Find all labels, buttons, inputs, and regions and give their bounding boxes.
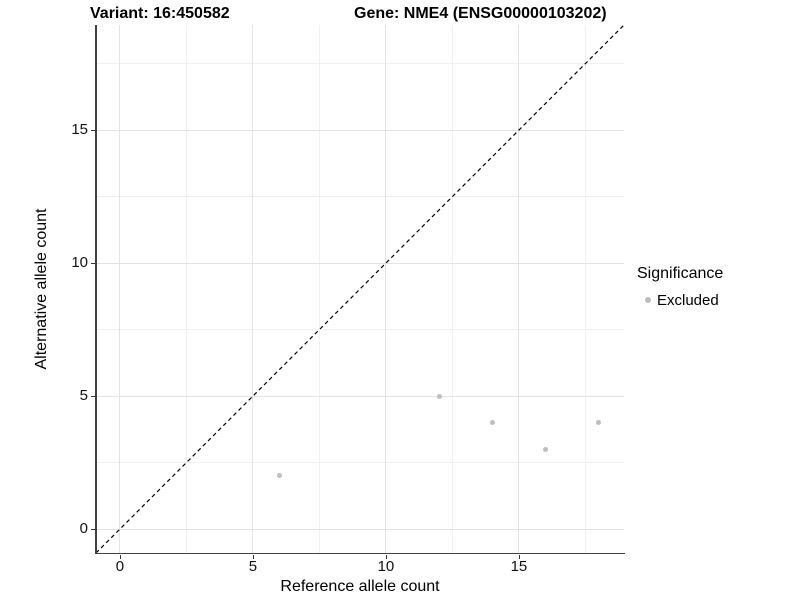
- x-axis-title: Reference allele count: [280, 578, 440, 595]
- y-tick-label: 0: [79, 520, 88, 538]
- minor-gridline-x: [318, 25, 320, 553]
- y-axis-title: Alternative allele count: [33, 208, 50, 370]
- variant-title: Variant: 16:450582: [90, 5, 230, 22]
- major-gridline-y: [96, 129, 624, 131]
- minor-gridline-y: [96, 196, 624, 198]
- x-tick-label: 10: [377, 558, 395, 575]
- identity-reference-line: [96, 25, 624, 553]
- minor-gridline-x: [185, 25, 187, 553]
- y-tick-mark: [90, 263, 95, 265]
- data-point: [489, 420, 495, 426]
- x-tick-mark: [518, 554, 520, 559]
- y-tick-label: 10: [71, 254, 88, 272]
- major-gridline-y: [96, 262, 624, 264]
- major-gridline-y: [96, 395, 624, 397]
- x-axis-line: [94, 552, 625, 555]
- minor-gridline-x: [451, 25, 453, 553]
- minor-gridline-y: [96, 63, 624, 65]
- reference-line: [96, 25, 624, 553]
- y-tick-mark: [90, 130, 95, 132]
- minor-gridline-y: [96, 329, 624, 331]
- major-gridline-x: [252, 25, 254, 553]
- x-tick-label: 0: [115, 558, 125, 575]
- data-point: [596, 420, 602, 426]
- y-tick-mark: [90, 396, 95, 398]
- x-tick-label: 5: [248, 558, 258, 575]
- data-point: [277, 473, 283, 479]
- x-tick-label: 15: [510, 558, 528, 575]
- x-tick-mark: [385, 554, 387, 559]
- minor-gridline-x: [584, 25, 586, 553]
- x-tick-mark: [119, 554, 121, 559]
- y-tick-mark: [90, 529, 95, 531]
- legend-item-label: Excluded: [657, 291, 719, 309]
- y-axis-line: [95, 25, 97, 554]
- gene-title: Gene: NME4 (ENSG00000103202): [354, 5, 607, 22]
- legend-point-icon: [645, 297, 651, 303]
- minor-gridline-y: [96, 462, 624, 464]
- legend-item-excluded: Excluded: [637, 291, 723, 309]
- major-gridline-x: [119, 25, 121, 553]
- data-point: [436, 393, 442, 399]
- y-tick-label: 15: [71, 121, 88, 139]
- legend: Significance Excluded: [637, 264, 723, 309]
- major-gridline-x: [385, 25, 387, 553]
- y-tick-label: 5: [79, 387, 88, 405]
- major-gridline-x: [518, 25, 520, 553]
- x-tick-mark: [252, 554, 254, 559]
- data-point: [543, 446, 549, 452]
- legend-title: Significance: [637, 265, 724, 282]
- major-gridline-y: [96, 528, 624, 530]
